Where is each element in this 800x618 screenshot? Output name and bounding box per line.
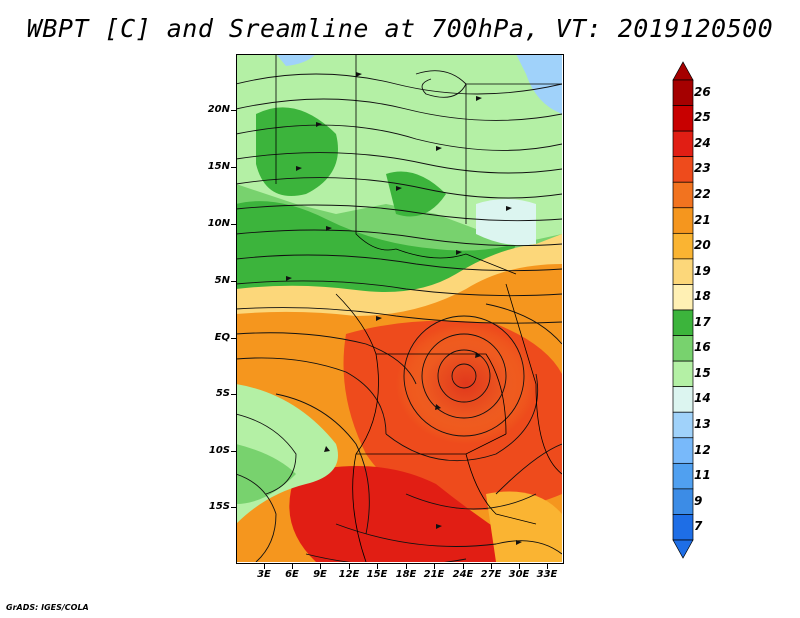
lat-label-5s: 5S <box>215 388 230 399</box>
lat-label-10s: 10S <box>208 445 230 456</box>
lon-tick <box>463 564 464 569</box>
lon-label-18e: 18E <box>395 569 417 580</box>
colorbar-label: 13 <box>694 417 711 431</box>
colorbar-swatch <box>672 130 694 158</box>
lon-tick <box>519 564 520 569</box>
lon-label-33e: 33E <box>536 569 558 580</box>
colorbar-swatch <box>672 284 694 311</box>
lat-label-15s: 15S <box>208 501 230 512</box>
streamline-arrows <box>286 72 522 545</box>
colorbar-swatch <box>672 105 694 132</box>
lon-label-6e: 6E <box>285 569 299 580</box>
colorbar-label: 17 <box>694 314 711 329</box>
colorbar-label: 12 <box>694 442 711 457</box>
lon-label-12e: 12E <box>338 569 360 580</box>
colorbar-label: 21 <box>694 212 711 227</box>
wbpt-streamline-map <box>236 54 562 562</box>
lon-tick <box>434 564 435 569</box>
colorbar-swatch <box>672 335 694 362</box>
field-green-patch-3 <box>386 171 446 217</box>
lon-tick <box>491 564 492 569</box>
lat-label-15n: 15N <box>207 161 230 172</box>
colorbar-label: 20 <box>694 238 711 253</box>
colorbar-label: 25 <box>694 110 711 125</box>
colorbar-label: 26 <box>694 84 711 99</box>
colorbar-label: 24 <box>694 135 711 150</box>
lon-tick <box>406 564 407 569</box>
lon-tick <box>320 564 321 569</box>
lat-label-10n: 10N <box>207 218 230 229</box>
lon-tick <box>292 564 293 569</box>
colorbar-bottom-triangle <box>672 539 694 559</box>
colorbar-swatch <box>672 232 694 260</box>
colorbar-swatch <box>672 309 694 336</box>
grads-credit: GrADS: IGES/COLA <box>6 603 89 612</box>
lat-tick <box>231 167 236 168</box>
lat-tick <box>231 110 236 111</box>
lon-label-24e: 24E <box>452 569 474 580</box>
lon-label-15e: 15E <box>366 569 388 580</box>
lat-label-5n: 5N <box>214 275 230 286</box>
colorbar-swatch <box>672 488 694 515</box>
lat-tick <box>231 451 236 452</box>
lat-label-20n: 20N <box>207 104 230 115</box>
colorbar-swatch <box>672 462 694 490</box>
lon-label-9e: 9E <box>313 569 327 580</box>
lon-label-27e: 27E <box>480 569 502 580</box>
field-green-patch-2 <box>236 201 516 304</box>
colorbar-label: 15 <box>694 365 711 380</box>
colorbar-label: 18 <box>694 289 711 304</box>
colorbar-label: 22 <box>694 187 711 201</box>
lat-tick <box>231 224 236 225</box>
lon-tick <box>264 564 265 569</box>
field-pale-blue-nw <box>276 54 316 66</box>
colorbar-swatch <box>672 258 694 285</box>
colorbar-swatch <box>672 207 694 234</box>
map-border <box>236 54 564 564</box>
colorbar-swatch <box>672 181 694 209</box>
colorbar-swatch <box>672 360 694 388</box>
lon-tick <box>547 564 548 569</box>
colorbar-label: 11 <box>694 468 711 483</box>
lon-tick <box>349 564 350 569</box>
colorbar-label: 9 <box>694 493 703 508</box>
lon-label-21e: 21E <box>423 569 445 580</box>
field-pale-east <box>476 199 536 246</box>
colorbar-label: 7 <box>694 519 703 534</box>
lat-tick <box>231 507 236 508</box>
colorbar-label: 14 <box>694 391 711 406</box>
streamlines <box>236 70 562 562</box>
lon-label-3e: 3E <box>257 569 271 580</box>
colorbar-swatch <box>672 79 694 106</box>
colorbar-swatch <box>672 411 694 439</box>
colorbar <box>672 61 694 559</box>
lon-label-30e: 30E <box>508 569 530 580</box>
country-borders <box>275 54 562 562</box>
lat-tick <box>231 281 236 282</box>
colorbar-top-triangle <box>672 61 694 81</box>
lon-tick <box>377 564 378 569</box>
colorbar-swatch <box>672 386 694 413</box>
colorbar-label: 23 <box>694 161 711 176</box>
field-green-sw-2 <box>236 444 296 504</box>
chart-title: WBPT [C] and Sreamline at 700hPa, VT: 20… <box>26 14 774 43</box>
colorbar-swatch <box>672 437 694 464</box>
colorbar-swatch <box>672 156 694 183</box>
colorbar-swatch <box>672 514 694 541</box>
colorbar-label: 19 <box>694 263 711 278</box>
lat-tick <box>231 394 236 395</box>
lat-tick <box>231 338 236 339</box>
field-red-south <box>289 466 536 562</box>
lat-label-eq: EQ <box>214 332 230 343</box>
colorbar-label: 16 <box>694 340 711 355</box>
field-green-patch-1 <box>256 107 338 196</box>
map-area <box>236 54 564 564</box>
